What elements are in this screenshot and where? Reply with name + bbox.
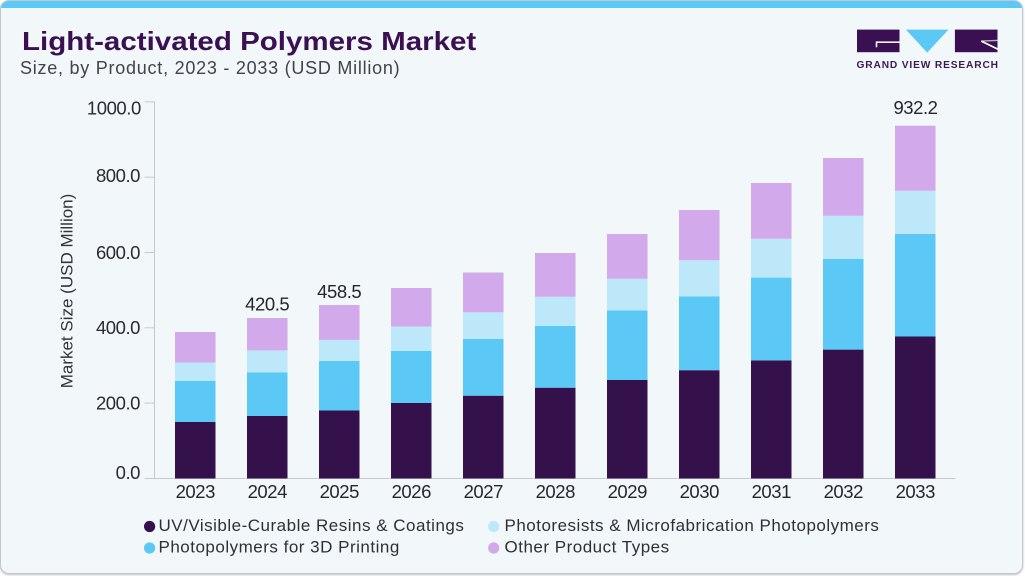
svg-text:400.0: 400.0 xyxy=(96,317,140,338)
svg-text:2031: 2031 xyxy=(752,481,792,502)
svg-text:2029: 2029 xyxy=(608,481,648,502)
svg-text:932.2: 932.2 xyxy=(893,97,937,118)
svg-text:1000.0: 1000.0 xyxy=(87,97,141,118)
svg-text:Photoresists & Microfabricatio: Photoresists & Microfabrication Photopol… xyxy=(505,516,880,535)
svg-text:458.5: 458.5 xyxy=(317,281,361,302)
svg-text:2025: 2025 xyxy=(320,481,360,502)
svg-text:2024: 2024 xyxy=(248,481,288,502)
svg-text:2030: 2030 xyxy=(680,481,720,502)
svg-text:2033: 2033 xyxy=(896,481,936,502)
svg-text:Photopolymers for 3D Printing: Photopolymers for 3D Printing xyxy=(159,538,400,557)
svg-text:600.0: 600.0 xyxy=(96,242,140,263)
svg-text:2023: 2023 xyxy=(176,481,216,502)
svg-text:420.5: 420.5 xyxy=(245,294,289,315)
svg-text:2028: 2028 xyxy=(536,481,576,502)
svg-text:800.0: 800.0 xyxy=(96,165,140,186)
svg-text:Market Size (USD Million): Market Size (USD Million) xyxy=(58,194,77,389)
svg-text:GRAND VIEW RESEARCH: GRAND VIEW RESEARCH xyxy=(857,60,999,71)
svg-text:2032: 2032 xyxy=(824,481,864,502)
svg-text:0.0: 0.0 xyxy=(116,462,141,483)
svg-text:2026: 2026 xyxy=(392,481,432,502)
svg-text:2027: 2027 xyxy=(464,481,504,502)
svg-text:Other Product Types: Other Product Types xyxy=(505,538,670,557)
svg-text:200.0: 200.0 xyxy=(96,392,140,413)
svg-text:UV/Visible-Curable Resins & Co: UV/Visible-Curable Resins & Coatings xyxy=(159,516,465,535)
